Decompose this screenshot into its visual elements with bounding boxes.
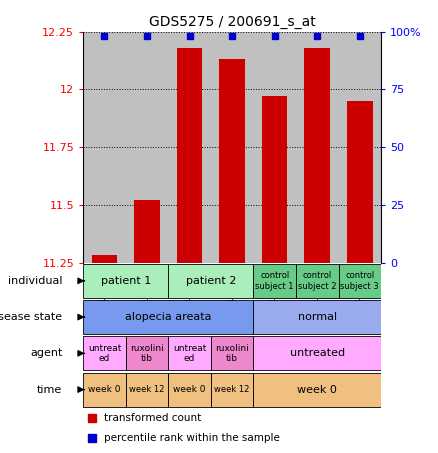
Text: control
subject 3: control subject 3 [340,271,379,290]
Bar [126,336,168,371]
Bar [168,32,211,263]
Text: normal: normal [298,312,337,322]
Bar [296,264,339,298]
Bar [254,264,296,298]
Bar [254,32,296,263]
Title: GDS5275 / 200691_s_at: GDS5275 / 200691_s_at [149,15,315,29]
Bar [83,372,126,407]
Bar [254,300,381,334]
Bar [126,372,168,407]
Text: transformed count: transformed count [104,413,201,423]
Text: week 12: week 12 [129,385,165,394]
Bar [168,336,211,371]
Text: untreated: untreated [290,348,345,358]
Text: patient 2: patient 2 [186,276,236,286]
Text: time: time [37,385,62,395]
Bar [262,96,287,263]
Bar [211,372,254,407]
Bar [347,101,373,263]
Text: untreat
ed: untreat ed [173,344,206,363]
Bar [168,264,254,298]
Bar [219,59,245,263]
Text: control
subject 2: control subject 2 [298,271,336,290]
Bar [92,255,117,263]
Text: week 0: week 0 [88,385,121,394]
Text: ruxolini
tib: ruxolini tib [130,344,164,363]
Bar [83,264,168,298]
Text: control
subject 1: control subject 1 [255,271,294,290]
Text: ruxolini
tib: ruxolini tib [215,344,249,363]
Bar [304,48,330,263]
Bar [296,32,339,263]
Text: week 0: week 0 [297,385,337,395]
Bar [83,32,126,263]
Bar [254,336,381,371]
Text: untreat
ed: untreat ed [88,344,121,363]
Bar [339,32,381,263]
Text: week 0: week 0 [173,385,206,394]
Bar [134,200,160,263]
Bar [83,336,126,371]
Bar [126,32,168,263]
Text: individual: individual [8,276,62,286]
Bar [211,32,254,263]
Text: percentile rank within the sample: percentile rank within the sample [104,433,280,443]
Text: alopecia areata: alopecia areata [125,312,212,322]
Bar [177,48,202,263]
Bar [254,372,381,407]
Bar [168,372,211,407]
Text: disease state: disease state [0,312,62,322]
Bar [339,264,381,298]
Bar [211,336,254,371]
Bar [83,300,254,334]
Text: agent: agent [30,348,62,358]
Text: patient 1: patient 1 [101,276,151,286]
Text: week 12: week 12 [215,385,250,394]
